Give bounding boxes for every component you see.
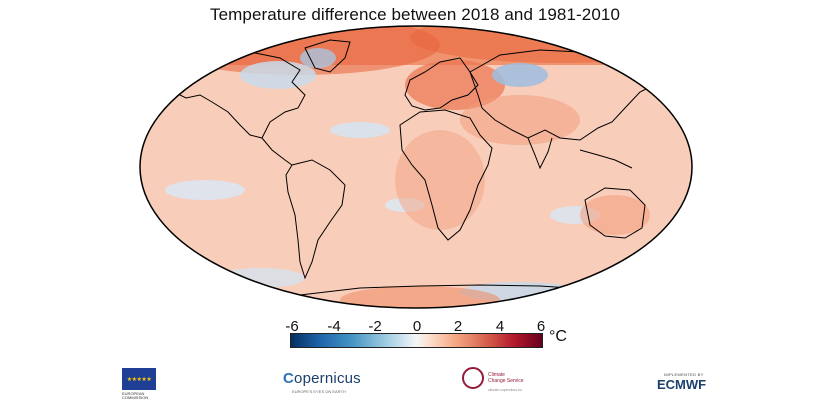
coastlines <box>164 39 661 296</box>
c3s-line1: Climate <box>488 372 505 378</box>
colorbar-tick: 4 <box>495 318 505 335</box>
copernicus-c: C <box>283 370 295 387</box>
europe-warm-patch <box>405 60 505 110</box>
map-title: Temperature difference between 2018 and … <box>209 5 621 24</box>
colorbar-tick: 0 <box>412 318 422 335</box>
coastline-indonesia <box>579 149 633 169</box>
coastline-europe <box>404 57 479 111</box>
colorbar-unit: °C <box>549 328 567 345</box>
copernicus-logo: Copernicus <box>283 370 361 387</box>
arctic-warm-patch-east <box>410 26 692 63</box>
eu-caption: EUROPEAN COMMISSION <box>122 391 149 400</box>
colorbar-tick: 6 <box>536 318 546 335</box>
colorbar-tick: -4 <box>327 318 341 335</box>
copernicus-wordmark: opernicus <box>294 370 361 387</box>
australia-warm-tint <box>580 195 650 235</box>
ecmwf-logo: ECMWF <box>657 377 707 392</box>
colorbar-tick: 2 <box>453 318 463 335</box>
africa-warm-tint <box>395 130 485 230</box>
map-field <box>140 26 692 308</box>
antarctic-warm-patch <box>340 286 500 308</box>
coastline-central-america <box>261 137 293 166</box>
siberia-cool-patch <box>492 63 548 87</box>
coastline-antarctica <box>299 284 601 296</box>
asia-warm-tint <box>460 95 580 145</box>
coastline-south-america <box>285 159 346 280</box>
coastline-greenland <box>304 39 351 73</box>
c3s-tagline: climate.copernicus.eu <box>488 388 522 392</box>
world-temperature-map <box>139 25 693 309</box>
coastline-australia <box>584 187 646 239</box>
colorbar <box>290 333 543 348</box>
colorbar-tick: -6 <box>285 318 299 335</box>
canada-cool-patch <box>240 61 316 89</box>
globe-outline <box>139 25 693 309</box>
c3s-logo-icon <box>462 367 484 389</box>
c3s-wordmark: Climate Change Service <box>488 372 524 384</box>
c3s-line2: Change Service <box>488 378 524 384</box>
copernicus-tagline: EUROPE'S EYES ON EARTH <box>292 389 346 394</box>
eu-flag-logo: ★★★★★ <box>122 368 156 390</box>
greenland-cool-patch <box>300 48 336 68</box>
colorbar-tick: -2 <box>368 318 382 335</box>
coastline-africa <box>399 109 493 241</box>
ecmwf-caption: IMPLEMENTED BY <box>664 372 704 377</box>
pacific-cool-patch <box>165 180 245 200</box>
atlantic-cool-patch <box>330 122 390 138</box>
coastline-india <box>527 137 553 170</box>
